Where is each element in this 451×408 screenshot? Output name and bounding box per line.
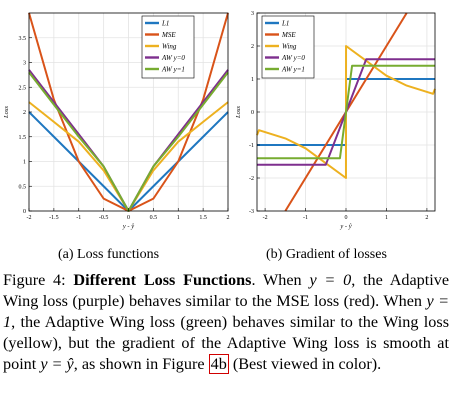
charta-xtick-label: 2: [227, 215, 230, 221]
chartb-legend-label: AW y=0: [281, 54, 305, 62]
caption-text-4: , as shown in Figure: [73, 355, 209, 373]
charta-xtick-label: 1.5: [199, 215, 207, 221]
charta-legend-label: MSE: [161, 31, 176, 39]
charta-ytick-label: 2.5: [19, 85, 27, 91]
subcaption-b: (b) Gradient of losses: [266, 247, 387, 262]
chartb-legend-label: MSE: [281, 31, 296, 39]
chartb-legend-label: AW y=1: [281, 66, 305, 74]
charta-ytick-label: 3: [23, 61, 26, 67]
charta-legend-label: AW y=0: [161, 54, 185, 62]
charta-ytick-label: 1: [23, 160, 26, 166]
charta-xtick-label: -1.5: [49, 215, 59, 221]
chartb-xtick-label: 1: [385, 215, 388, 221]
charta-ytick-label: 0.5: [19, 184, 27, 190]
caption-text-1: . When: [251, 271, 310, 289]
caption-math-3: y = ŷ: [40, 355, 74, 373]
chartb-ytick-label: 1: [251, 77, 254, 83]
figure-title: Different Loss Functions: [73, 271, 252, 289]
chartb-xtick-label: 2: [425, 215, 428, 221]
subcaption-a: (a) Loss functions: [58, 247, 160, 262]
figure-caption: Figure 4: Different Loss Functions. When…: [3, 270, 449, 375]
chartb-legend-label: Wing: [282, 43, 297, 51]
charta-xlabel: y - ŷ: [122, 223, 134, 230]
chartb-legend-label: L1: [281, 20, 289, 28]
charta-legend-label: L1: [161, 20, 169, 28]
charta-ylabel: Loss: [3, 106, 10, 119]
caption-math-1: y = 0: [309, 271, 352, 289]
charta-ytick-label: 3.5: [19, 36, 27, 42]
chartb-ylabel: Loss: [235, 106, 242, 119]
chartb-xlabel: y - ŷ: [339, 223, 351, 230]
chartb-xtick-label: -1: [303, 215, 308, 221]
chartb-ytick-label: -2: [249, 176, 254, 182]
charta-xtick-label: 0: [127, 215, 130, 221]
chartb-ytick-label: 3: [251, 11, 254, 17]
chartb-series-aw-y-1: [257, 64, 435, 160]
charta-xtick-label: -0.5: [99, 215, 109, 221]
caption-text-5: (Best viewed in color).: [228, 355, 382, 373]
charta-xtick-label: -1: [76, 215, 81, 221]
chartb-xtick-label: 0: [345, 215, 348, 221]
figure-charts: -2 -1.5 -1 -0.5 0 0.5 1 1.5 2 0 0.5 1 1.5 2 2.5 3 3.5 y -…: [3, 11, 436, 230]
chartb-ytick-label: -3: [249, 209, 254, 215]
charta-xtick-label: -2: [27, 215, 32, 221]
chartb-xtick-label: -2: [263, 215, 268, 221]
charta-xtick-label: 1: [177, 215, 180, 221]
chartb-ytick-label: 2: [251, 44, 254, 50]
charta-legend-label: Wing: [162, 43, 177, 51]
charta-ytick-label: 0: [23, 209, 26, 215]
chartb-ytick-label: -1: [249, 143, 254, 149]
charta-ytick-label: 1.5: [19, 135, 27, 141]
charta-ytick-label: 2: [23, 110, 26, 116]
charta-xtick-label: 0.5: [150, 215, 158, 221]
figure-ref-link[interactable]: 4b: [208, 354, 229, 374]
caption-text-3: , the Adaptive Wing loss (green) behaves…: [3, 313, 449, 373]
figure-label: Figure 4:: [3, 271, 66, 289]
chartb-ytick-label: 0: [251, 110, 254, 116]
caption-math-2: y = 1: [3, 292, 450, 331]
charta-legend-label: AW y=1: [161, 66, 185, 74]
caption-text-2: , the Adaptive Wing loss (purple) behave…: [3, 271, 450, 310]
